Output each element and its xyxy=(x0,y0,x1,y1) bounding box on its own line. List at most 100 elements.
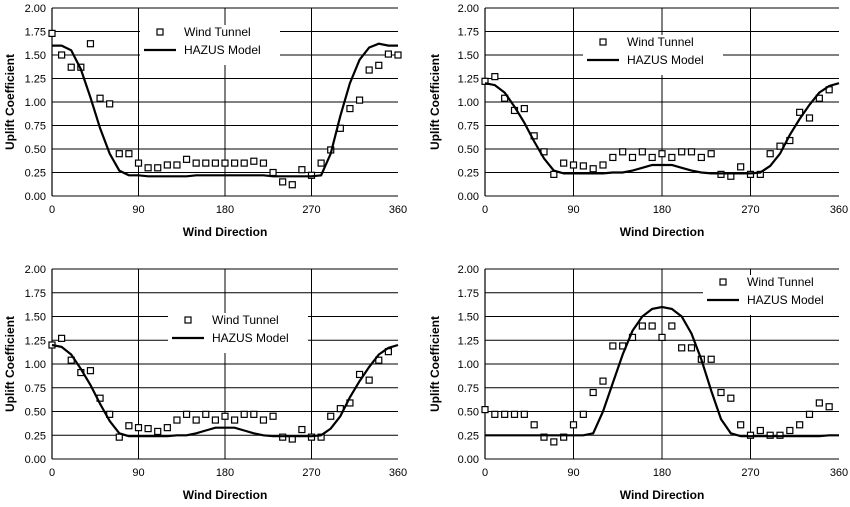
data-point-wind-tunnel xyxy=(163,161,171,169)
data-point-wind-tunnel xyxy=(115,150,123,158)
data-point-wind-tunnel xyxy=(154,164,162,172)
data-point-wind-tunnel xyxy=(250,157,258,165)
data-point-wind-tunnel xyxy=(707,150,715,158)
data-point-wind-tunnel xyxy=(628,153,637,162)
y-tick-label: 0.75 xyxy=(458,121,479,133)
data-point-wind-tunnel xyxy=(569,161,578,169)
data-point-wind-tunnel xyxy=(668,322,676,330)
data-point-wind-tunnel xyxy=(560,433,568,441)
y-tick-label: 0.50 xyxy=(25,144,46,156)
y-tick-label: 1.00 xyxy=(25,359,46,371)
data-point-wind-tunnel xyxy=(86,367,95,375)
data-point-wind-tunnel xyxy=(327,412,335,420)
chart-top-right: 0.00 0.25 0.50 0.75 1.00 1.25 1.50 1.75 2.00 0 90 1… xyxy=(428,3,848,239)
y-tick-label: 1.25 xyxy=(458,74,479,86)
legend-label: Wind Tunnel xyxy=(747,275,814,289)
data-point-wind-tunnel xyxy=(717,388,725,397)
series-line-hazus-model xyxy=(484,82,840,175)
data-point-wind-tunnel xyxy=(192,159,200,167)
data-point-wind-tunnel xyxy=(269,412,277,420)
x-tick-label: 90 xyxy=(567,204,579,216)
x-axis-label: Wind Direction xyxy=(620,488,705,502)
y-tick-label: 0.00 xyxy=(25,191,46,203)
y-tick-label: 0.50 xyxy=(25,407,46,419)
data-point-wind-tunnel xyxy=(67,63,75,71)
y-tick-label: 0.25 xyxy=(458,430,479,442)
x-tick-label: 180 xyxy=(653,204,671,216)
data-point-wind-tunnel xyxy=(144,425,152,433)
data-point-wind-tunnel xyxy=(678,344,686,352)
data-point-wind-tunnel xyxy=(154,427,162,436)
data-point-wind-tunnel xyxy=(240,159,248,167)
legend-label: HAZUS Model xyxy=(184,43,261,57)
data-point-wind-tunnel xyxy=(317,159,325,167)
y-tick-label: 0.00 xyxy=(458,191,479,203)
data-point-wind-tunnel xyxy=(727,394,735,402)
legend: Wind Tunnel HAZUS Model xyxy=(703,275,843,315)
chart-bottom-left: 0.00 0.25 0.50 0.75 1.00 1.25 1.50 1.75 2.00 0 90 1… xyxy=(3,264,407,502)
data-point-wind-tunnel xyxy=(687,148,696,156)
y-tick-label: 0.00 xyxy=(458,454,479,466)
series-line-hazus-model xyxy=(52,42,398,178)
chart-bottom-right: 0.00 0.25 0.50 0.75 1.00 1.25 1.50 1.75 2.00 0 90 1… xyxy=(428,264,848,502)
legend: Wind Tunnel HAZUS Model xyxy=(168,313,308,353)
data-point-wind-tunnel xyxy=(250,410,258,418)
data-point-wind-tunnel xyxy=(599,377,607,385)
data-point-wind-tunnel xyxy=(658,150,666,158)
data-point-wind-tunnel xyxy=(579,410,587,418)
y-tick-label: 1.00 xyxy=(458,359,479,371)
data-point-wind-tunnel xyxy=(58,51,66,59)
data-point-wind-tunnel xyxy=(796,108,804,116)
x-tick-label: 0 xyxy=(49,204,55,216)
y-tick-label: 0.75 xyxy=(25,121,46,133)
data-point-wind-tunnel xyxy=(125,422,133,430)
data-point-wind-tunnel xyxy=(510,410,519,418)
y-axis-label: Uplift Coefficient xyxy=(3,316,17,412)
data-point-wind-tunnel xyxy=(96,94,104,102)
data-point-wind-tunnel xyxy=(365,376,373,384)
y-tick-label: 1.50 xyxy=(25,312,46,324)
legend-swatch-marker xyxy=(156,28,164,36)
legend-label: Wind Tunnel xyxy=(184,25,251,39)
data-point-wind-tunnel xyxy=(589,165,597,173)
data-point-wind-tunnel xyxy=(609,153,617,162)
data-point-wind-tunnel xyxy=(173,161,181,169)
data-point-wind-tunnel xyxy=(365,66,373,74)
x-tick-label: 90 xyxy=(132,467,144,479)
x-tick-label: 90 xyxy=(567,467,579,479)
x-tick-label: 0 xyxy=(49,467,55,479)
data-point-wind-tunnel xyxy=(491,73,499,81)
y-tick-label: 1.50 xyxy=(458,312,479,324)
x-tick-label: 180 xyxy=(216,204,234,216)
data-point-wind-tunnel xyxy=(619,148,627,156)
data-point-wind-tunnel xyxy=(481,406,489,414)
y-tick-label: 2.00 xyxy=(458,3,479,15)
y-tick-label: 2.00 xyxy=(25,264,46,276)
data-point-wind-tunnel xyxy=(638,322,646,330)
data-point-wind-tunnel xyxy=(648,153,656,162)
y-tick-label: 2.00 xyxy=(25,3,46,15)
data-point-wind-tunnel xyxy=(530,421,538,429)
y-tick-label: 0.50 xyxy=(458,144,479,156)
data-point-wind-tunnel xyxy=(560,159,568,167)
legend-label: HAZUS Model xyxy=(627,53,704,67)
data-point-wind-tunnel xyxy=(638,148,646,156)
data-point-wind-tunnel xyxy=(668,153,676,162)
data-point-wind-tunnel xyxy=(609,342,617,350)
data-point-wind-tunnel xyxy=(269,168,277,177)
data-point-wind-tunnel xyxy=(491,410,499,418)
data-point-wind-tunnel xyxy=(298,166,306,174)
y-axis-label: Uplift Coefficient xyxy=(3,54,17,150)
data-point-wind-tunnel xyxy=(589,388,597,397)
data-point-wind-tunnel xyxy=(288,181,296,189)
x-axis-label: Wind Direction xyxy=(183,225,268,239)
legend-label: HAZUS Model xyxy=(747,293,824,307)
data-point-wind-tunnel xyxy=(192,416,200,424)
data-point-wind-tunnel xyxy=(520,410,528,418)
data-point-wind-tunnel xyxy=(579,162,587,170)
data-point-wind-tunnel xyxy=(737,421,745,429)
x-tick-label: 90 xyxy=(132,204,144,216)
y-axis-label: Uplift Coefficient xyxy=(428,54,442,150)
data-point-wind-tunnel xyxy=(355,96,364,104)
y-tick-label: 0.25 xyxy=(458,168,479,180)
